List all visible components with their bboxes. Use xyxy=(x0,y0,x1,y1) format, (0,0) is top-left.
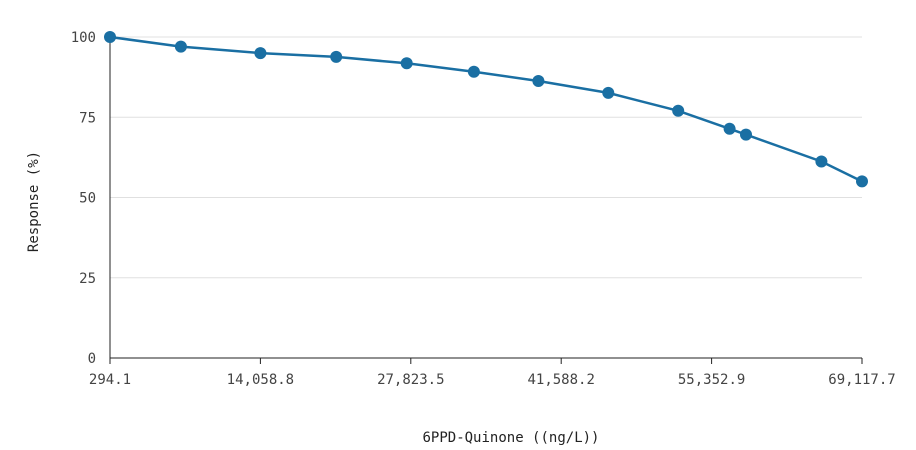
x-tick-label: 69,117.7 xyxy=(828,372,895,388)
data-point xyxy=(672,104,685,117)
data-point xyxy=(532,75,545,87)
data-point xyxy=(856,175,868,188)
data-points xyxy=(104,31,868,188)
x-tick-label: 294.1 xyxy=(89,372,131,388)
tick-labels: 0 25 50 75 100 294.1 14,058.8 27,823.5 41,588.2 5… xyxy=(71,30,896,388)
y-tick-label: 75 xyxy=(79,110,96,126)
x-tick-label: 27,823.5 xyxy=(377,372,444,388)
x-tick-label: 14,058.8 xyxy=(227,372,294,388)
series-line xyxy=(109,35,863,183)
data-point xyxy=(740,128,752,141)
x-tick-label: 41,588.2 xyxy=(527,372,594,388)
y-tick-label: 0 xyxy=(88,351,96,367)
x-axis-title: 6PPD-Quinone ((ng/L)) xyxy=(422,430,599,446)
y-tick-label: 100 xyxy=(71,30,96,46)
data-point xyxy=(330,50,343,63)
data-point xyxy=(815,155,828,168)
data-point xyxy=(254,47,267,60)
data-point xyxy=(174,40,187,53)
axes xyxy=(109,35,863,364)
y-tick-label: 50 xyxy=(79,191,96,207)
y-axis-title: Response (%) xyxy=(26,151,42,252)
grid-lines xyxy=(110,36,862,279)
data-point xyxy=(467,65,480,78)
data-point xyxy=(400,57,413,70)
data-point xyxy=(723,122,736,135)
data-point xyxy=(104,31,116,43)
y-tick-label: 25 xyxy=(79,271,96,287)
data-point xyxy=(602,86,615,99)
x-tick-label: 55,352.9 xyxy=(678,372,745,388)
